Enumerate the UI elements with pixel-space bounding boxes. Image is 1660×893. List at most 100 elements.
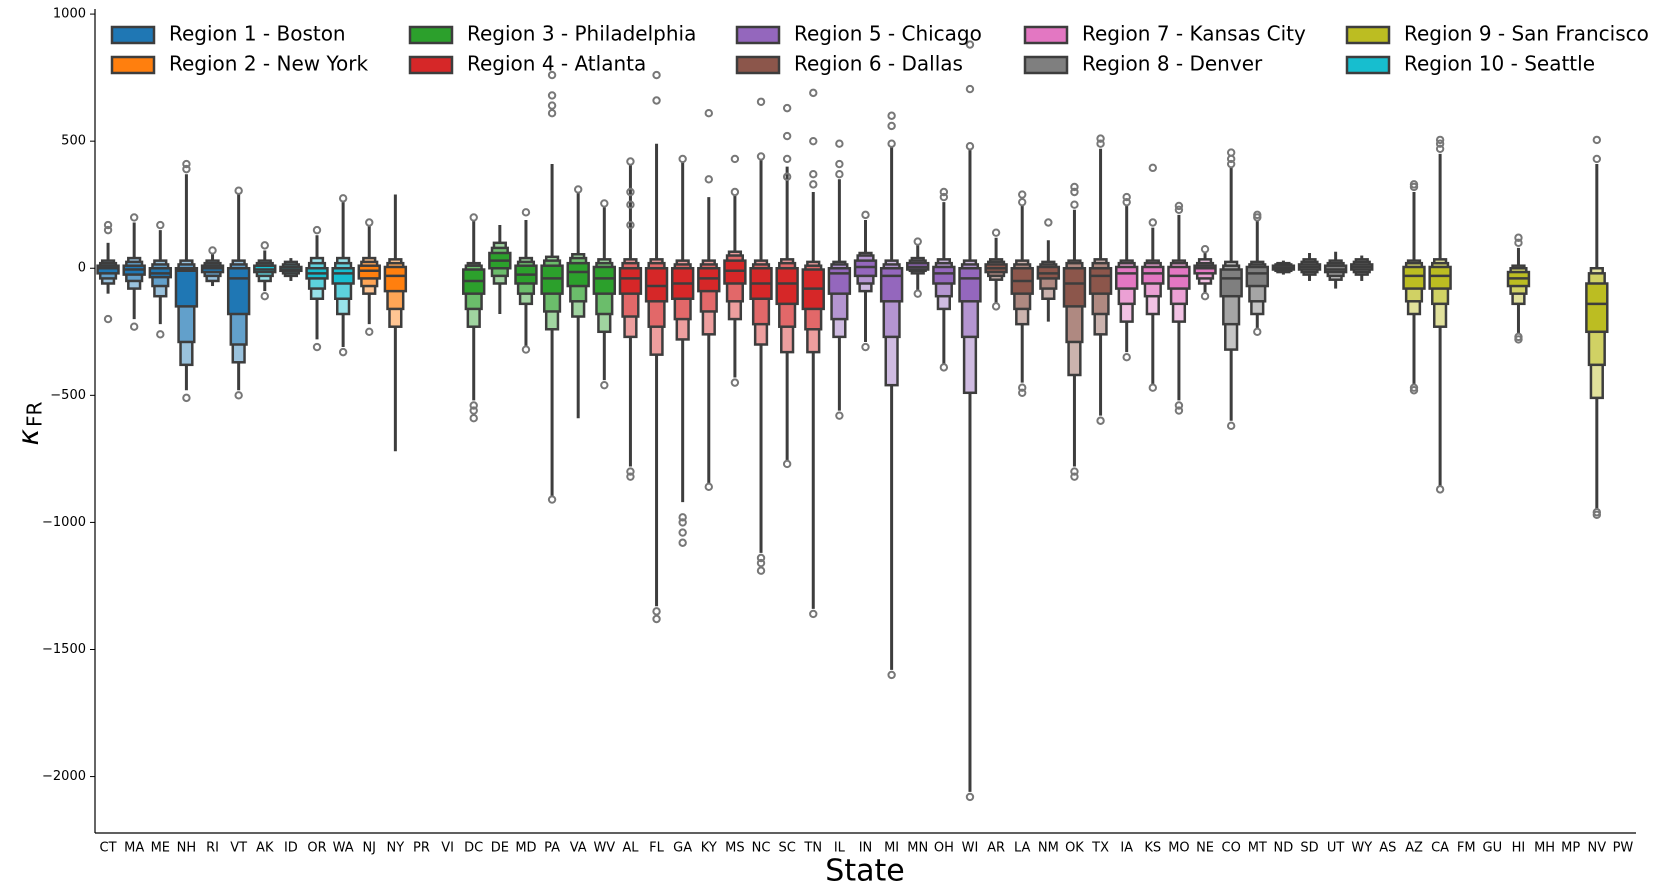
boxen [305,225,329,352]
boxen [1428,135,1452,494]
letter-value-box [697,266,721,293]
outlier [338,347,348,357]
x-tick-label: NJ [362,841,376,856]
outlier [913,289,922,298]
x-tick-label: RI [206,841,219,856]
x-tick-label: GU [1483,841,1503,856]
outlier [129,213,139,222]
x-tick-label: ID [284,841,298,856]
x-tick-label: NH [177,841,197,856]
letter-value-box [1088,266,1113,295]
letter-value-box [357,264,381,280]
boxen [1506,233,1531,344]
letter-value-box [174,266,199,308]
x-tick-label: SC [778,841,795,856]
x-tick-label: AS [1379,841,1396,856]
legend-label: Region 7 - Kansas City [1082,22,1306,46]
outlier [1174,401,1184,410]
boxen [253,241,277,301]
outlier [782,172,792,181]
boxen [566,185,590,419]
x-tick-label: IL [834,841,846,856]
letter-value-box [1245,265,1269,288]
boxen [331,194,355,357]
boxen [514,208,538,354]
boxen [1141,163,1165,392]
outlier [1409,180,1419,189]
boxen [1088,134,1113,425]
y-tick-label: 1000 [53,7,86,22]
outlier [939,192,949,202]
outlier [939,363,949,372]
legend-swatch [1345,55,1391,75]
x-tick-label: PW [1613,841,1634,856]
outlier [1148,383,1158,392]
x-tick-label: KS [1144,841,1161,856]
outlier [652,70,661,80]
outlier [1122,353,1131,362]
outlier [600,199,609,208]
outlier [521,345,531,354]
outlier [547,70,557,80]
x-tick-label: AL [622,841,639,856]
letter-value-box [1219,268,1243,298]
x-tick-label: MS [725,841,744,856]
x-tick-label: DC [464,841,483,856]
boxen [279,258,303,281]
outlier [652,607,661,616]
boxen [1297,252,1322,281]
letter-value-box [618,266,643,295]
x-tick-label: MH [1534,841,1555,856]
x-tick-label: MI [884,841,899,856]
letter-value-box [1114,265,1139,290]
outlier [965,84,975,94]
outlier [573,185,583,194]
outlier [260,241,269,250]
outlier [626,200,635,209]
letter-value-box [331,266,355,285]
y-tick-label: 500 [61,134,86,149]
outlier [1592,508,1602,517]
x-tick-label: OK [1065,841,1084,856]
boxen [1036,218,1061,322]
x-tick-label: MD [515,841,536,856]
boxen [618,157,643,481]
boxen [879,111,904,680]
outlier [1044,218,1053,227]
x-tick-label: UT [1327,841,1345,856]
outlier [809,609,818,619]
letter-value-box [853,259,878,278]
outlier [809,136,818,146]
outlier [756,553,766,563]
letter-value-box [958,266,982,303]
legend-swatch [408,25,454,45]
outlier [809,170,818,179]
x-tick-label: MN [907,841,928,856]
outlier [469,401,478,410]
x-tick-label: CO [1222,841,1241,856]
outlier [1435,135,1445,145]
x-tick-label: MT [1248,841,1267,856]
letter-value-box [1193,264,1217,275]
legend-label: Region 10 - Seattle [1404,52,1595,76]
outlier [469,406,478,415]
x-tick-label: WV [593,841,615,856]
outlier [756,152,766,161]
x-tick-label: VT [230,841,247,856]
outlier [887,111,896,120]
letter-value-box [226,266,251,316]
outlier [547,101,557,110]
x-tick-label: NY [387,841,405,856]
outlier [1122,192,1131,202]
outlier [1122,197,1131,207]
x-tick-label: CT [100,841,117,856]
legend-label: Region 8 - Denver [1082,52,1263,76]
x-tick-label: CA [1431,841,1449,856]
outlier [626,467,635,476]
outlier [1592,154,1602,164]
x-tick-label: IA [1120,841,1133,856]
boxen [932,187,956,372]
outlier [1435,139,1445,148]
x-tick-label: KY [701,841,717,856]
y-axis-label: κ [12,429,45,446]
